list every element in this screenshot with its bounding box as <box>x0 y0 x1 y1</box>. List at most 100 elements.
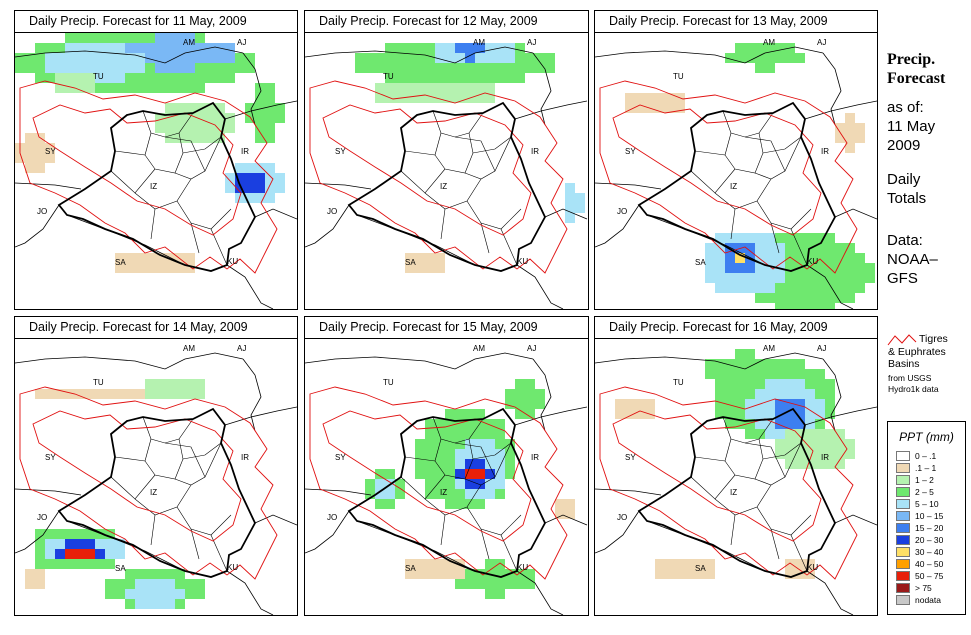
precip-cell <box>185 263 195 273</box>
precip-cell <box>195 33 205 43</box>
precip-cell <box>75 559 85 569</box>
precip-cell <box>835 459 845 469</box>
precip-cell <box>745 273 755 283</box>
precip-cell <box>65 389 75 399</box>
precip-cell <box>565 183 575 193</box>
province-border <box>190 222 200 254</box>
precip-cell <box>805 559 815 569</box>
precip-cell <box>155 53 165 63</box>
country-border <box>516 570 564 615</box>
precip-cell <box>665 103 675 113</box>
province-border <box>176 506 232 536</box>
precip-cell <box>375 93 385 103</box>
country-border <box>822 358 842 432</box>
precip-cell <box>785 253 795 263</box>
basin-boundary <box>32 410 242 542</box>
precip-cell <box>725 379 735 389</box>
country-label: SY <box>45 453 56 462</box>
precip-cell <box>825 243 835 253</box>
precip-cell <box>795 389 805 399</box>
country-border <box>646 520 766 572</box>
precip-cell <box>855 253 865 263</box>
country-border <box>514 100 588 120</box>
precip-cell <box>175 379 185 389</box>
province-border <box>756 506 812 536</box>
precip-cell <box>215 123 225 133</box>
precip-cell <box>725 399 735 409</box>
precip-cell <box>485 559 495 569</box>
precip-cell <box>615 409 625 419</box>
precip-cell <box>195 63 205 73</box>
precip-cell <box>815 369 825 379</box>
precip-cell <box>755 63 765 73</box>
precip-cell <box>775 253 785 263</box>
precip-cell <box>475 63 485 73</box>
country-border <box>305 352 534 370</box>
iraq-border <box>637 407 837 578</box>
precip-cell <box>705 263 715 273</box>
precip-cell <box>775 273 785 283</box>
ppt-legend-swatch <box>896 523 910 533</box>
province-border <box>480 528 490 560</box>
ppt-legend-swatch <box>896 571 910 581</box>
precip-cell <box>435 489 445 499</box>
precip-cell <box>105 539 115 549</box>
precip-cell <box>95 539 105 549</box>
province-border <box>434 132 474 174</box>
precip-cell <box>785 263 795 273</box>
precip-cell <box>445 569 455 579</box>
precip-cell <box>845 253 855 263</box>
precip-cell <box>755 243 765 253</box>
country-label: TU <box>93 72 104 81</box>
country-label: AJ <box>527 38 536 47</box>
precip-cell <box>545 63 555 73</box>
precip-cell <box>475 93 485 103</box>
precip-cell <box>735 369 745 379</box>
precip-cell <box>655 103 665 113</box>
precip-cell <box>165 73 175 83</box>
ppt-legend-label: .1 – 1 <box>915 463 937 473</box>
province-border <box>714 484 772 516</box>
iraq-border <box>347 407 547 578</box>
precip-cell <box>85 549 95 559</box>
precip-cell <box>105 529 115 539</box>
country-label: TU <box>93 378 104 387</box>
precip-cell <box>175 589 185 599</box>
precip-cell <box>175 33 185 43</box>
precip-cell <box>185 113 195 123</box>
precip-cell <box>535 53 545 63</box>
precip-cell <box>745 399 755 409</box>
country-label: TU <box>383 378 394 387</box>
precip-cell <box>555 499 565 509</box>
precip-cell <box>745 233 755 243</box>
country-border <box>305 204 350 248</box>
precip-cell <box>245 173 255 183</box>
precip-cell <box>375 83 385 93</box>
precip-cell <box>95 53 105 63</box>
precip-cell <box>795 233 805 243</box>
precip-cell <box>95 529 105 539</box>
precip-cell <box>465 53 475 63</box>
side-title-line2: Forecast <box>887 70 946 87</box>
precip-cell <box>415 459 425 469</box>
precip-cell <box>805 233 815 243</box>
precip-cell <box>845 263 855 273</box>
province-border <box>454 442 496 478</box>
province-border <box>770 222 780 254</box>
precip-cell <box>155 569 165 579</box>
precip-cell <box>45 153 55 163</box>
precip-cell <box>435 263 445 273</box>
precip-cell <box>435 439 445 449</box>
ppt-legend-swatch <box>896 595 910 605</box>
precip-cell <box>155 263 165 273</box>
precip-cell <box>715 399 725 409</box>
precip-cell <box>215 103 225 113</box>
country-label: SA <box>115 564 126 573</box>
precip-cell <box>845 123 855 133</box>
precip-cell <box>255 123 265 133</box>
ppt-legend-swatch <box>896 463 910 473</box>
province-border <box>144 438 184 480</box>
precip-cell <box>775 303 785 309</box>
precip-cell <box>435 63 445 73</box>
precip-cell <box>735 233 745 243</box>
